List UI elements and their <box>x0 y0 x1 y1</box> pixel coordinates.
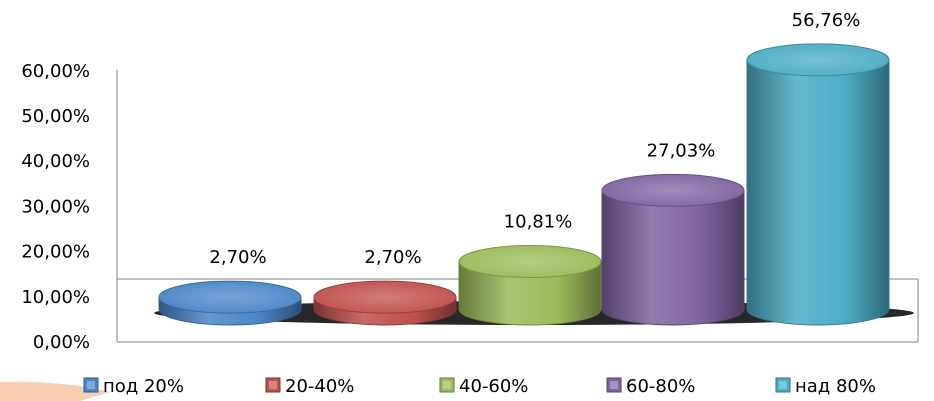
legend-swatch-highlight <box>610 381 618 389</box>
bar-1 <box>158 280 302 326</box>
bar-top-cap <box>313 280 457 314</box>
y-tick-label: 20,00% <box>21 242 90 263</box>
y-tick-label: 50,00% <box>21 106 90 127</box>
bar-5 <box>746 43 890 326</box>
data-label: 2,70% <box>209 247 266 268</box>
legend-label: 40-60% <box>459 376 528 397</box>
bar-top-cap <box>458 245 602 279</box>
legend-label: 20-40% <box>285 376 354 397</box>
legend-swatch-highlight <box>87 381 95 389</box>
y-tick-label: 40,00% <box>21 151 90 172</box>
data-label: 56,76% <box>792 10 861 31</box>
bar-4 <box>601 173 745 326</box>
y-tick-label: 60,00% <box>21 61 90 82</box>
legend-item: под 20% <box>83 376 184 397</box>
legend-label: 60-80% <box>626 376 695 397</box>
legend-label: над 80% <box>795 376 876 397</box>
bar-top-cap <box>158 280 302 314</box>
legend-label: под 20% <box>103 376 184 397</box>
bar-body <box>601 189 745 326</box>
data-label: 27,03% <box>647 140 716 161</box>
y-tick-label: 10,00% <box>21 287 90 308</box>
bar-body <box>746 59 890 326</box>
bar-top-cap <box>746 43 890 77</box>
bar-2 <box>313 280 457 326</box>
y-tick-label: 30,00% <box>21 196 90 217</box>
bar-3 <box>458 245 602 326</box>
decorative-swoosh <box>0 381 110 401</box>
data-label: 2,70% <box>364 247 421 268</box>
bar-top-cap <box>601 173 745 207</box>
legend-item: 20-40% <box>265 376 354 397</box>
data-label: 10,81% <box>504 212 573 233</box>
legend-swatch-highlight <box>443 381 451 389</box>
legend-item: над 80% <box>775 376 876 397</box>
y-tick-label: 0,00% <box>33 332 90 353</box>
bar-body <box>458 261 602 326</box>
legend-swatch-highlight <box>269 381 277 389</box>
legend-item: 40-60% <box>439 376 528 397</box>
legend-item: 60-80% <box>606 376 695 397</box>
legend-swatch-highlight <box>779 381 787 389</box>
